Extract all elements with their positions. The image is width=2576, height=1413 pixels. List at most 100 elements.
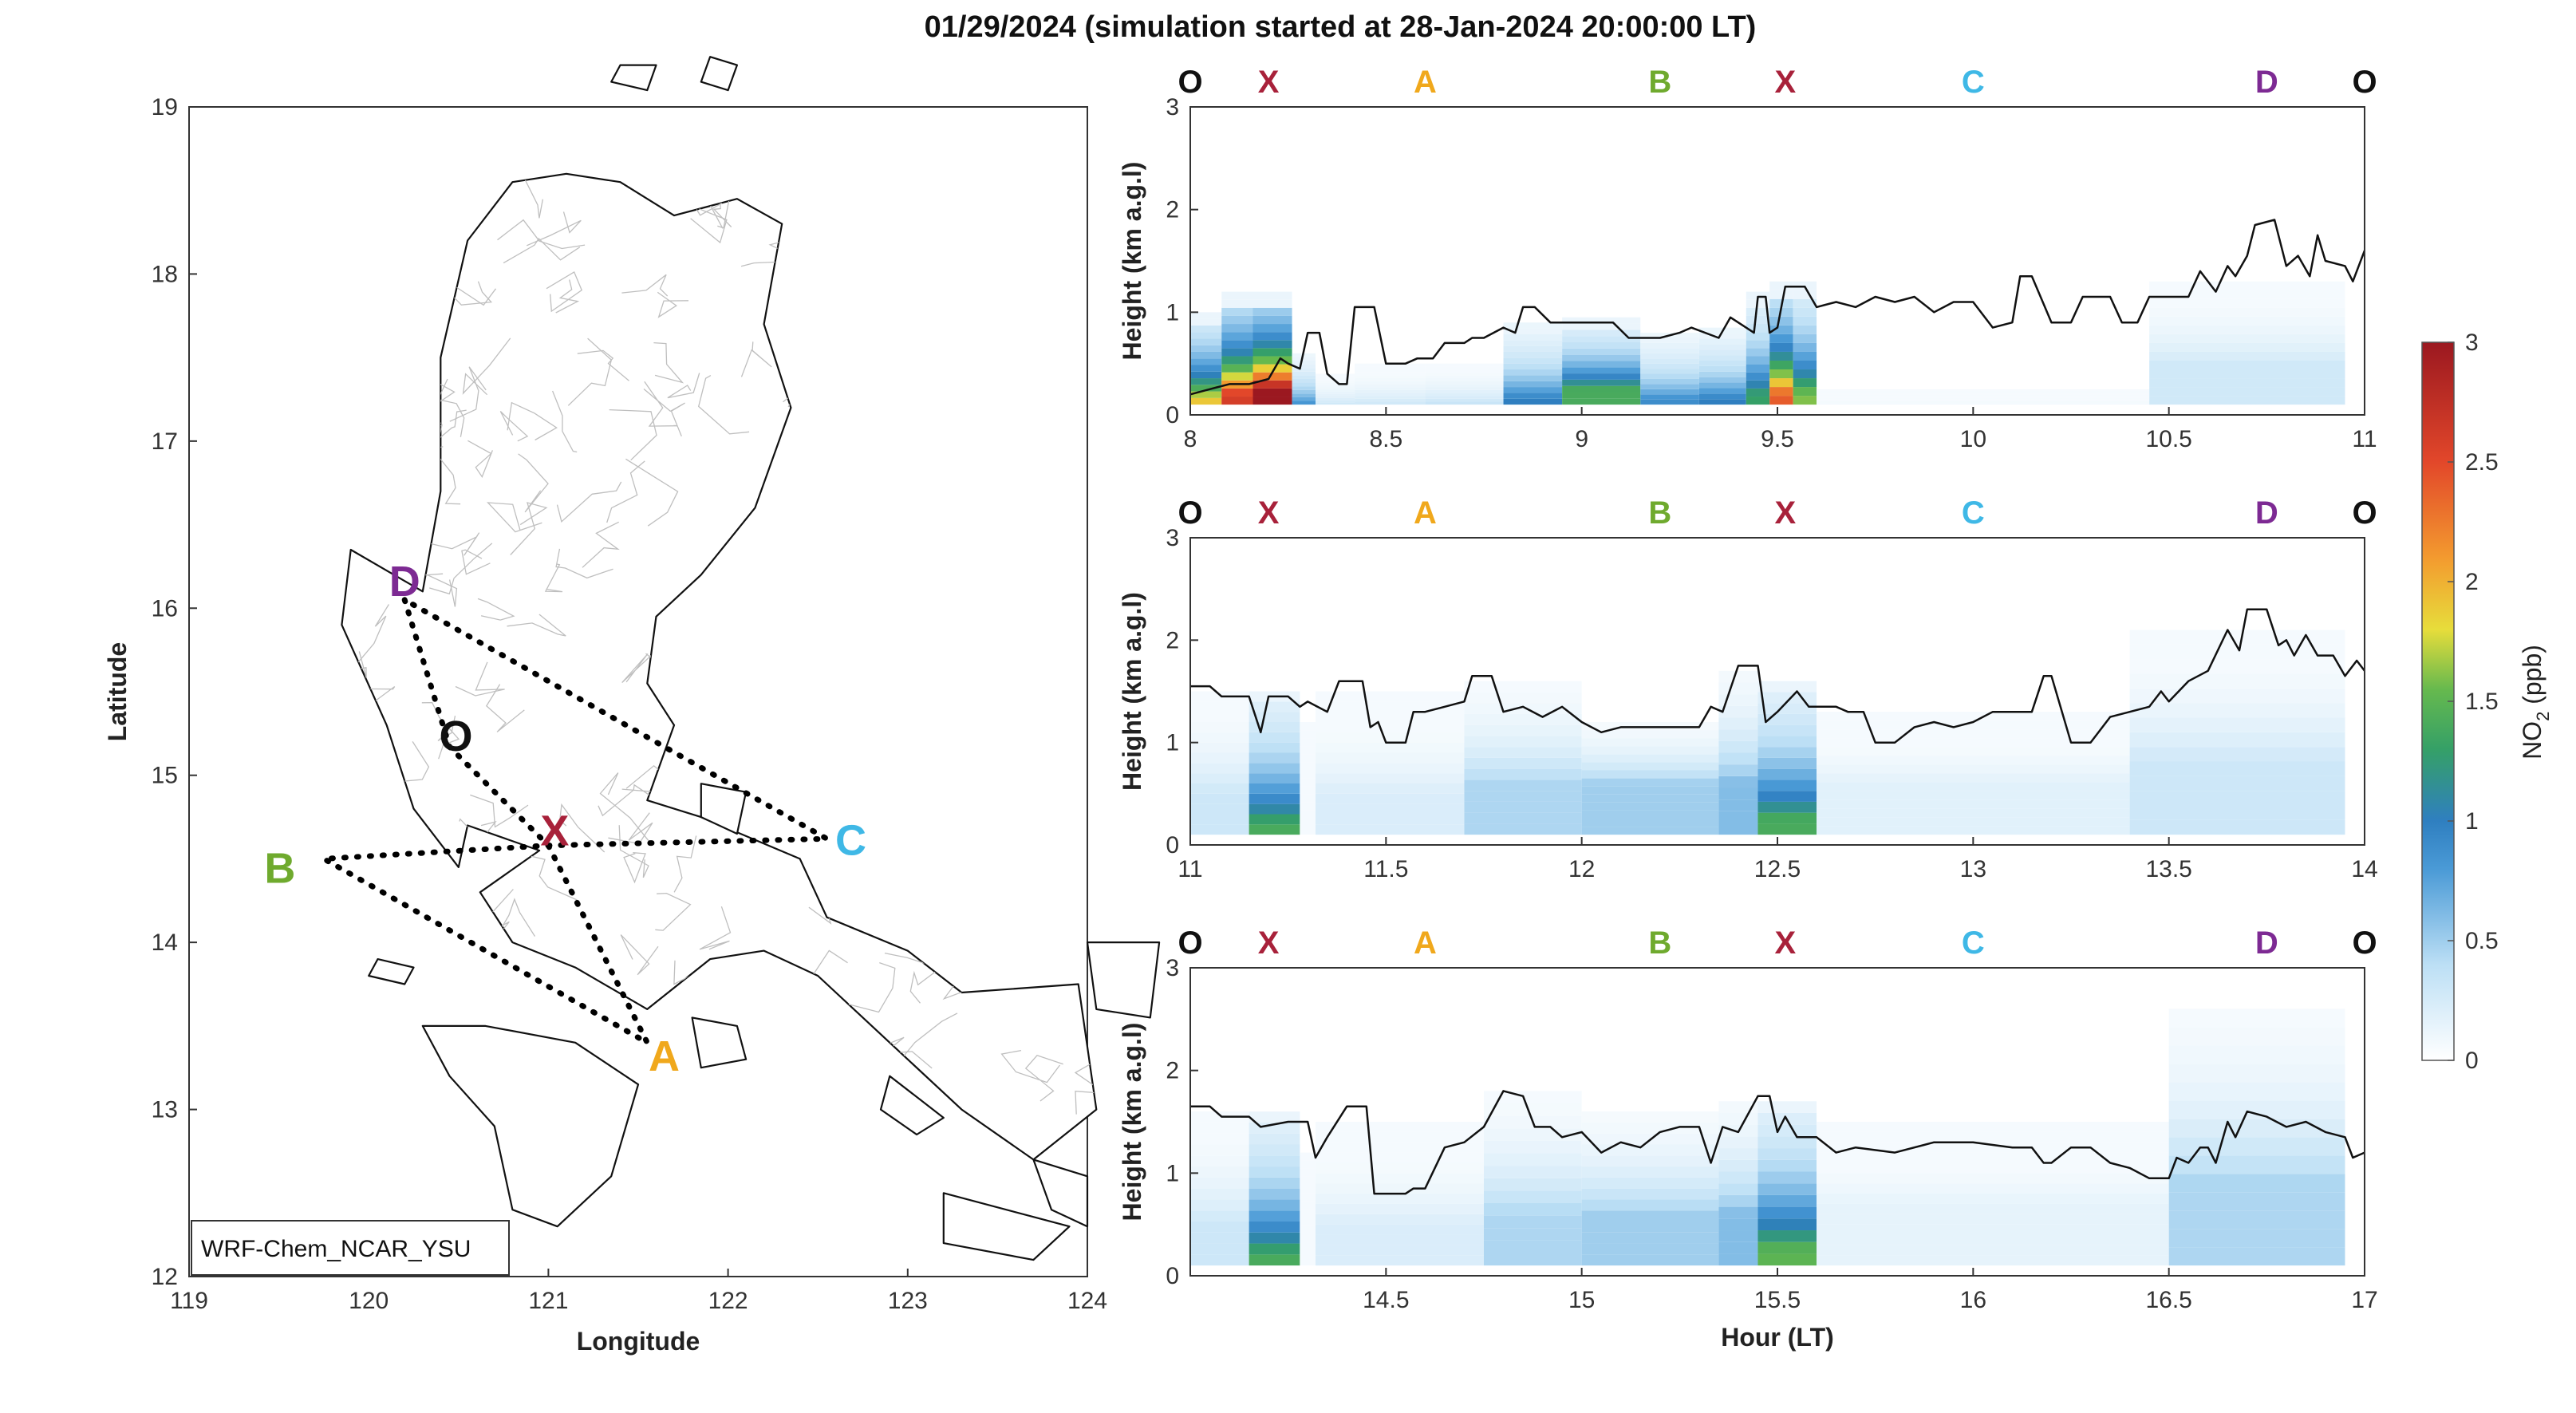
no2-cell: [2168, 1155, 2345, 1174]
no2-cell: [1640, 378, 1699, 385]
waypoint-label-o: O: [2352, 495, 2377, 531]
admin-boundary: [1012, 401, 1042, 439]
admin-boundary: [1016, 697, 1047, 783]
no2-cell: [1503, 334, 1563, 341]
no2-cell: [1562, 373, 1641, 380]
no2-cell: [2168, 1082, 2345, 1101]
admin-boundary: [716, 701, 755, 776]
xtick-label: 9.5: [1761, 426, 1794, 452]
no2-cell: [1640, 373, 1699, 379]
ytick-label: 0: [1166, 832, 1179, 858]
admin-boundary: [696, 653, 724, 708]
no2-cell: [1817, 1224, 2169, 1235]
admin-boundary: [1009, 492, 1036, 527]
admin-boundary: [341, 651, 367, 696]
no2-cell: [1300, 794, 1316, 803]
no2-cell: [1425, 401, 1504, 405]
no2-cell: [2129, 747, 2345, 762]
no2-cell: [1316, 1224, 1484, 1235]
no2-cell: [1817, 1255, 2169, 1266]
no2-cell: [1190, 793, 1249, 804]
no2-cell: [1316, 1214, 1484, 1225]
no2-cell: [1425, 369, 1504, 373]
no2-cell: [1581, 754, 1719, 763]
no2-cell: [1698, 388, 1746, 394]
admin-boundary: [527, 855, 578, 901]
admin-boundary: [764, 1107, 807, 1127]
no2-cell: [1249, 1111, 1300, 1123]
no2-cell: [1562, 361, 1641, 368]
xlabel: Hour (LT): [1721, 1323, 1834, 1352]
admin-boundary: [503, 237, 581, 264]
no2-cell: [1503, 381, 1563, 388]
no2-cell: [1581, 1243, 1719, 1255]
admin-boundary: [789, 987, 829, 1040]
no2-cell: [1746, 397, 1770, 405]
no2-cell: [1757, 703, 1817, 714]
no2-cell: [1464, 757, 1582, 769]
no2-cell: [1355, 398, 1426, 402]
admin-boundary: [430, 447, 461, 505]
no2-cell: [1718, 717, 1758, 730]
no2-cell: [1425, 396, 1504, 399]
waypoint-label-a: A: [1414, 495, 1437, 531]
no2-cell: [1746, 324, 1770, 333]
no2-cell: [1698, 338, 1746, 345]
no2-cell: [2168, 1229, 2345, 1248]
no2-cell: [1252, 397, 1292, 405]
admin-boundary: [546, 270, 583, 313]
admin-boundary: [385, 1088, 431, 1111]
no2-cell: [1718, 670, 1758, 683]
no2-cell: [2149, 351, 2345, 361]
no2-cell: [1718, 1253, 1758, 1266]
admin-boundary: [1009, 553, 1063, 626]
admin-boundary: [356, 523, 389, 543]
waypoint-label-o: O: [2352, 65, 2377, 100]
admin-boundary: [455, 661, 505, 697]
admin-boundary: [994, 685, 1052, 723]
no2-cell: [1252, 299, 1292, 308]
no2-cell: [1562, 367, 1641, 374]
no2-cell: [1190, 1254, 1249, 1266]
admin-boundary: [1079, 372, 1097, 396]
no2-cell: [1817, 401, 2150, 403]
admin-boundary: [762, 519, 802, 555]
no2-cell: [1355, 363, 1426, 367]
no2-cell: [1581, 819, 1719, 827]
no2-cell: [1316, 387, 1355, 389]
no2-cell: [1757, 1194, 1817, 1207]
no2-cell: [1316, 1234, 1484, 1245]
island-coastline: [610, 64, 657, 92]
ytick-label: 0: [1166, 402, 1179, 428]
no2-cell: [1249, 824, 1300, 835]
admin-boundary: [693, 716, 724, 788]
no2-cell: [1425, 375, 1504, 379]
no2-cell: [1746, 307, 1770, 316]
no2-cell: [1300, 1193, 1316, 1202]
colorbar-tick-label: 2.5: [2465, 449, 2499, 476]
no2-cell: [1484, 1228, 1582, 1241]
colorbar-tick-label: 0.5: [2465, 928, 2499, 954]
admin-boundary: [555, 548, 613, 579]
no2-cell: [1300, 738, 1316, 747]
no2-cell: [1769, 351, 1793, 361]
admin-boundary: [971, 655, 1046, 689]
waypoint-label-a: A: [1414, 926, 1437, 961]
no2-cell: [1300, 1249, 1316, 1258]
admin-boundary: [343, 1142, 397, 1160]
no2-cell: [1190, 371, 1222, 379]
no2-cell: [1581, 1111, 1719, 1123]
map-waypoints: D O X B C A: [264, 558, 866, 1080]
no2-cell: [1300, 819, 1316, 827]
no2-cell: [1190, 1232, 1249, 1244]
no2-cell: [1698, 344, 1746, 350]
admin-boundary: [965, 847, 1020, 882]
no2-cell: [1503, 398, 1563, 405]
island-coastline: [1086, 941, 1161, 1019]
waypoint-label-x: X: [1774, 495, 1796, 531]
no2-cell: [1190, 691, 1249, 702]
map-xtick-label: 119: [170, 1288, 208, 1314]
no2-cell: [1581, 1221, 1719, 1233]
admin-boundary: [770, 697, 795, 736]
no2-cell: [1300, 722, 1316, 731]
